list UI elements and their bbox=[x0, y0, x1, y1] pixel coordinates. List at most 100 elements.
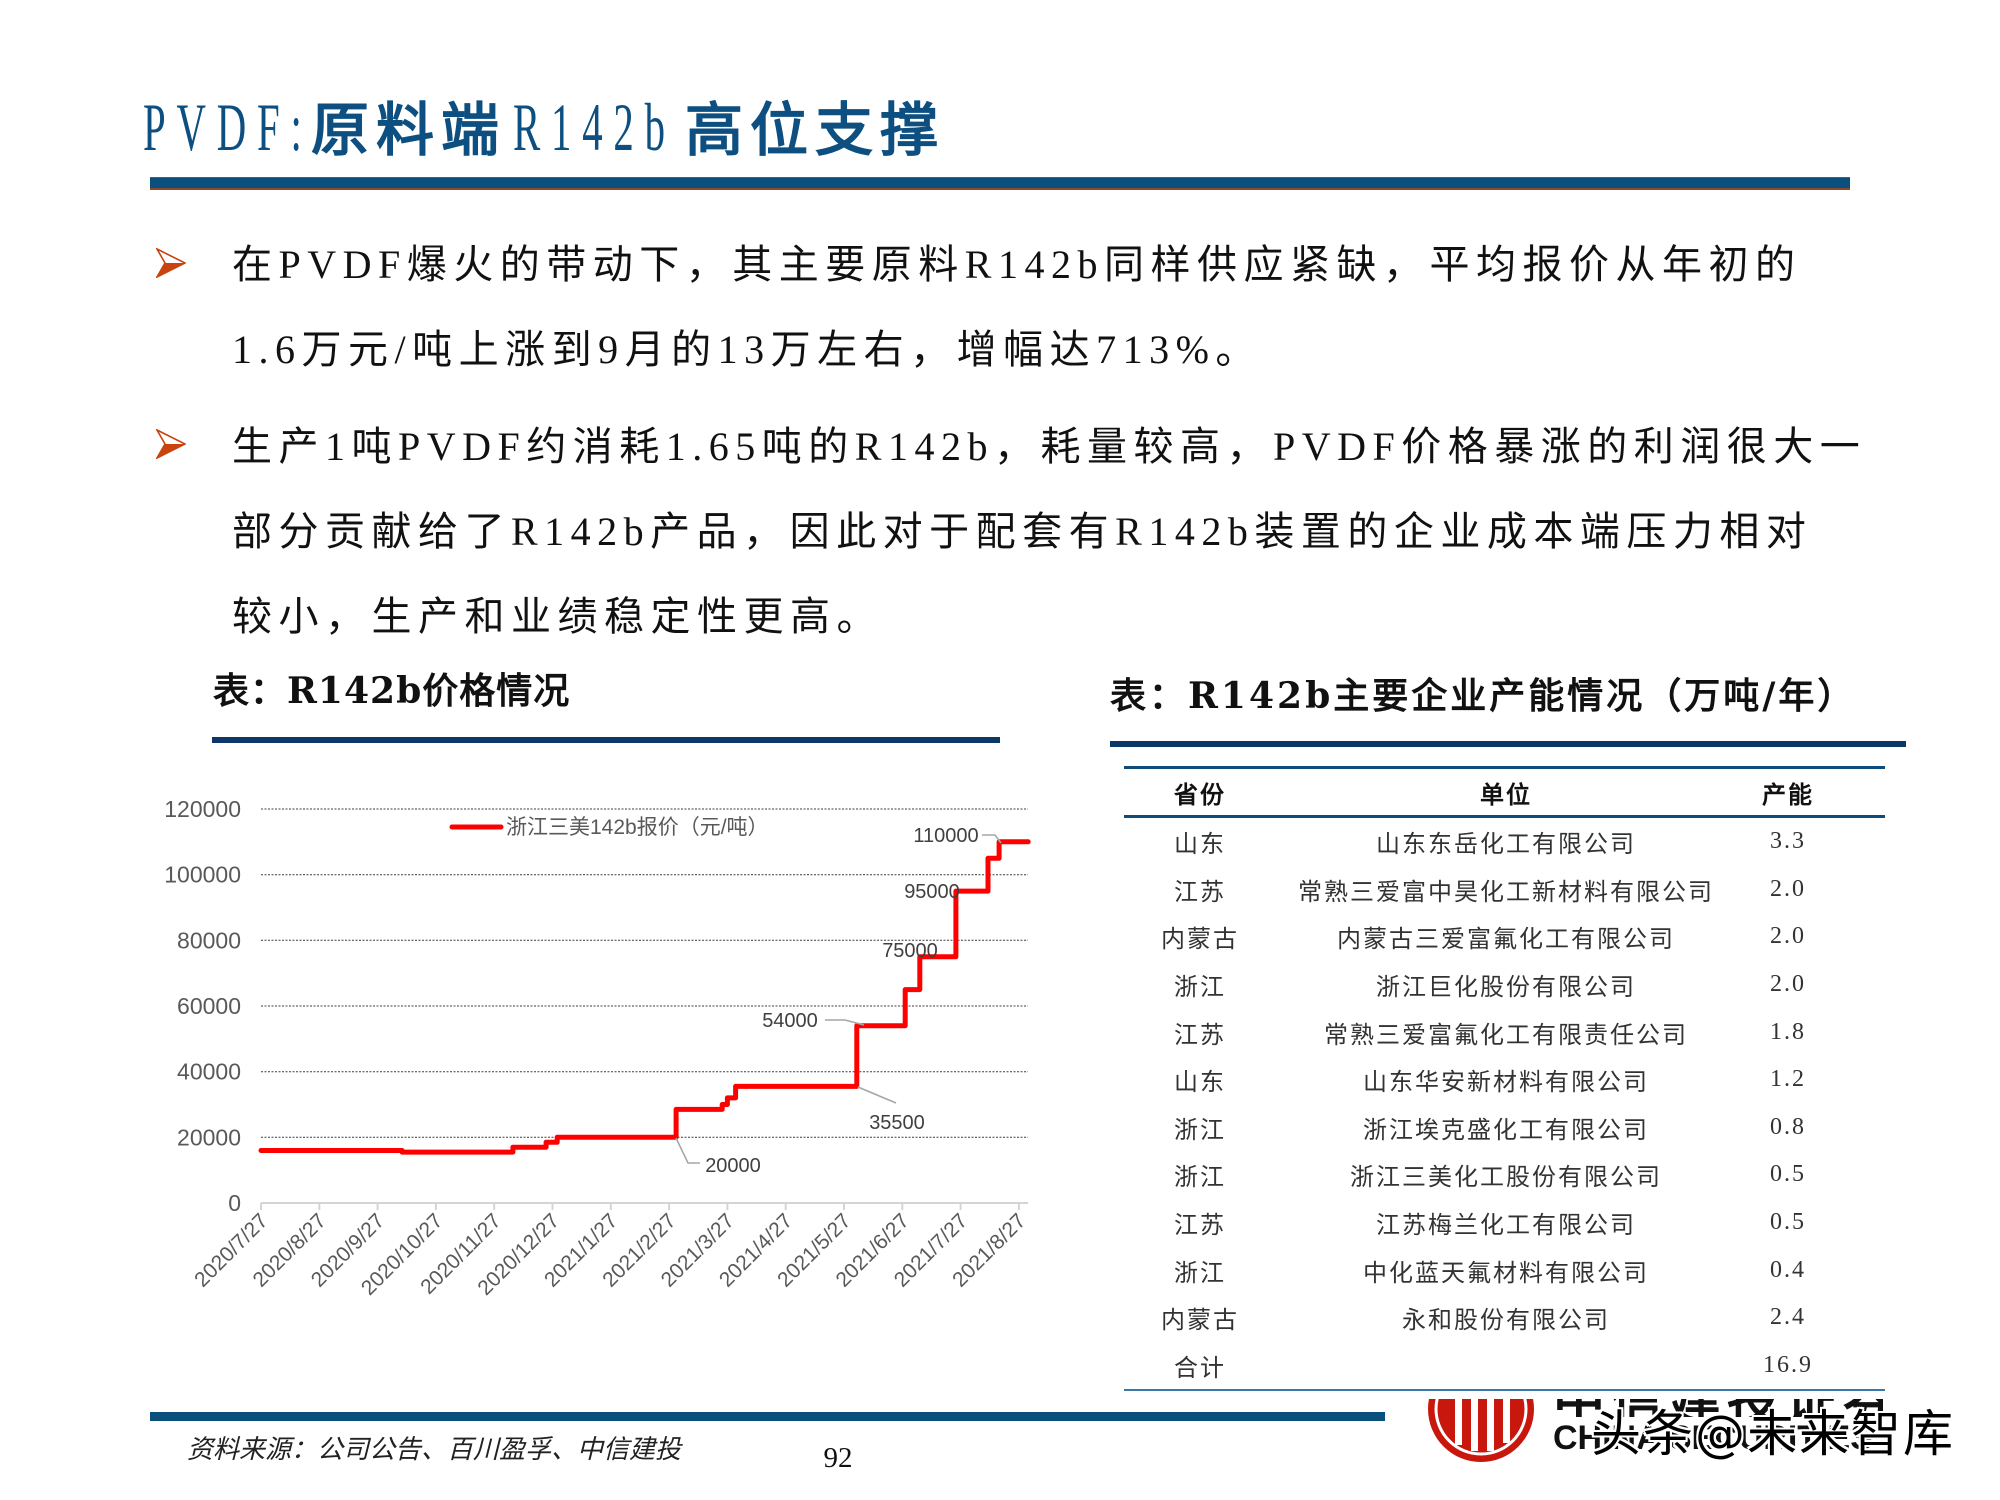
capacity-cell: 0.5 bbox=[1770, 1161, 1806, 1188]
logo-text-cn: 中信建投证券 bbox=[1553, 1399, 1883, 1417]
bullet-2-line-2: 部分贡献给了R142b产品，因此对于配套有R142b装置的企业成本端压力相对 bbox=[232, 509, 1813, 554]
x-axis-ticks bbox=[260, 1203, 1020, 1210]
chart-legend: 浙江三美142b报价（元/吨） bbox=[449, 816, 769, 839]
table-row: 山东 山东华安新材料有限公司 1.2 bbox=[1124, 1056, 1885, 1104]
total-capacity-cell: 16.9 bbox=[1763, 1351, 1813, 1378]
table-row: 内蒙古 内蒙古三爱富氟化工有限公司 2.0 bbox=[1124, 913, 1885, 961]
data-label: 75000 bbox=[882, 940, 938, 962]
province-cell: 江苏 bbox=[1174, 879, 1226, 906]
capacity-table-title-underline bbox=[1110, 741, 1906, 747]
logo-text-cn-clip: 中信建投证券 bbox=[1553, 1399, 1883, 1417]
title-part-cjk-2: 高位支撑 bbox=[685, 96, 946, 164]
watermark-text: 头条@未来智库 bbox=[1591, 1405, 1955, 1463]
chart-gridlines bbox=[261, 808, 1028, 1138]
y-tick-label: 40000 bbox=[177, 1059, 241, 1085]
annotation-leader-line bbox=[675, 1137, 700, 1164]
table-row: 江苏 常熟三爱富中昊化工新材料有限公司 2.0 bbox=[1124, 866, 1885, 914]
province-cell: 山东 bbox=[1174, 1070, 1226, 1097]
company-cell: 常熟三爱富中昊化工新材料有限公司 bbox=[1298, 879, 1714, 906]
bullet-2-line-3: 较小，生产和业绩稳定性更高。 bbox=[232, 594, 883, 639]
price-chart-title: 表：R142b价格情况 bbox=[213, 670, 571, 712]
province-cell: 浙江 bbox=[1174, 1117, 1226, 1144]
company-cell: 中化蓝天氟材料有限公司 bbox=[1363, 1260, 1649, 1287]
title-part-latin-2: R142b bbox=[513, 89, 676, 165]
page-number: 92 bbox=[823, 1442, 853, 1474]
data-label: 54000 bbox=[762, 1010, 818, 1032]
table-header-row: 省份 单位 产能 bbox=[1124, 769, 1885, 818]
footer-divider-bar bbox=[150, 1412, 1385, 1421]
header-divider-bar bbox=[150, 177, 1850, 190]
capacity-cell: 1.2 bbox=[1770, 1066, 1806, 1093]
slide-title: PVDF: 原料端 R142b 高位支撑 bbox=[143, 89, 955, 165]
capacity-cell: 0.4 bbox=[1770, 1256, 1806, 1283]
capacity-cell: 1.8 bbox=[1770, 1018, 1806, 1045]
company-cell: 江苏梅兰化工有限公司 bbox=[1376, 1213, 1636, 1240]
y-tick-label: 80000 bbox=[177, 927, 241, 953]
company-cell: 内蒙古三爱富氟化工有限公司 bbox=[1337, 927, 1675, 954]
capacity-cell: 2.0 bbox=[1770, 971, 1806, 998]
arrow-bullet-icon bbox=[156, 429, 186, 459]
province-cell: 山东 bbox=[1174, 832, 1226, 859]
header-company: 单位 bbox=[1480, 782, 1532, 809]
company-cell: 浙江三美化工股份有限公司 bbox=[1350, 1165, 1662, 1192]
table-row: 江苏 常熟三爱富氟化工有限责任公司 1.8 bbox=[1124, 1008, 1885, 1056]
title-part-cjk-1: 原料端 bbox=[311, 96, 507, 164]
y-tick-label: 0 bbox=[228, 1190, 241, 1216]
province-cell: 浙江 bbox=[1174, 1260, 1226, 1287]
data-label: 35500 bbox=[869, 1112, 925, 1134]
table-row: 浙江 浙江三美化工股份有限公司 0.5 bbox=[1124, 1151, 1885, 1199]
header-capacity: 产能 bbox=[1762, 782, 1814, 809]
bullet-1-line-2: 1.6万元/吨上涨到9月的13万左右，增幅达713%。 bbox=[232, 327, 1262, 372]
y-tick-label: 120000 bbox=[164, 796, 241, 822]
capacity-cell: 2.0 bbox=[1770, 923, 1806, 950]
logo-text-en: CHINA SECURITIES bbox=[1553, 1419, 1873, 1457]
table-row: 内蒙古 永和股份有限公司 2.4 bbox=[1124, 1294, 1885, 1342]
capacity-table-title: 表：R142b主要企业产能情况（万吨/年） bbox=[1110, 675, 1857, 717]
table-total-row: 合计 16.9 bbox=[1124, 1342, 1885, 1390]
y-tick-label: 100000 bbox=[164, 862, 241, 888]
company-cell: 山东华安新材料有限公司 bbox=[1363, 1070, 1649, 1097]
annotation-leader-line bbox=[825, 1019, 865, 1026]
province-cell: 内蒙古 bbox=[1161, 1308, 1239, 1335]
total-label-cell: 合计 bbox=[1174, 1355, 1226, 1382]
capacity-table: 省份 单位 产能 山东 山东东岳化工有限公司 3.3 江苏 常熟三爱富中昊化工新… bbox=[1124, 766, 1885, 1392]
price-series-line bbox=[258, 839, 1031, 1155]
capacity-cell: 3.3 bbox=[1770, 828, 1806, 855]
y-tick-label: 60000 bbox=[177, 993, 241, 1019]
table-row: 浙江 浙江埃克盛化工有限公司 0.8 bbox=[1124, 1104, 1885, 1152]
y-tick-label: 20000 bbox=[177, 1124, 241, 1150]
annotation-leader-line bbox=[857, 1086, 897, 1104]
company-cell: 常熟三爱富氟化工有限责任公司 bbox=[1324, 1022, 1688, 1049]
company-cell: 浙江埃克盛化工有限公司 bbox=[1363, 1117, 1649, 1144]
citic-logo-icon bbox=[1425, 1399, 1537, 1463]
title-part-latin-1: PVDF: bbox=[143, 89, 313, 165]
table-row: 浙江 中化蓝天氟材料有限公司 0.4 bbox=[1124, 1246, 1885, 1294]
province-cell: 浙江 bbox=[1174, 975, 1226, 1002]
company-cell: 山东东岳化工有限公司 bbox=[1376, 832, 1636, 859]
price-line-chart: 120000 100000 80000 60000 40000 20000 0 … bbox=[164, 796, 1031, 1300]
bullet-1-line-1: 在PVDF爆火的带动下，其主要原料R142b同样供应紧缺，平均报价从年初的 bbox=[232, 242, 1802, 287]
province-cell: 内蒙古 bbox=[1161, 927, 1239, 954]
table-row: 江苏 江苏梅兰化工有限公司 0.5 bbox=[1124, 1199, 1885, 1247]
province-cell: 江苏 bbox=[1174, 1213, 1226, 1240]
table-row: 山东 山东东岳化工有限公司 3.3 bbox=[1124, 818, 1885, 866]
bullet-2-line-1: 生产1吨PVDF约消耗1.65吨的R142b，耗量较高，PVDF价格暴涨的利润很… bbox=[232, 424, 1867, 469]
province-cell: 江苏 bbox=[1174, 1022, 1226, 1049]
arrow-bullet-icon bbox=[156, 248, 186, 278]
province-cell: 浙江 bbox=[1174, 1165, 1226, 1192]
company-cell: 永和股份有限公司 bbox=[1402, 1308, 1610, 1335]
capacity-cell: 0.5 bbox=[1770, 1209, 1806, 1236]
data-label: 20000 bbox=[705, 1155, 761, 1177]
capacity-cell: 2.0 bbox=[1770, 875, 1806, 902]
header-province: 省份 bbox=[1174, 782, 1226, 809]
legend-label: 浙江三美142b报价（元/吨） bbox=[506, 816, 769, 839]
capacity-cell: 0.8 bbox=[1770, 1113, 1806, 1140]
price-chart-title-underline bbox=[212, 737, 1000, 743]
data-label: 110000 bbox=[913, 825, 978, 847]
data-label: 95000 bbox=[904, 881, 960, 903]
table-row: 浙江 浙江巨化股份有限公司 2.0 bbox=[1124, 961, 1885, 1009]
source-note: 资料来源：公司公告、百川盈孚、中信建投 bbox=[187, 1435, 682, 1464]
capacity-cell: 2.4 bbox=[1770, 1304, 1806, 1331]
annotation-leader-line bbox=[982, 834, 1002, 844]
company-cell: 浙江巨化股份有限公司 bbox=[1376, 975, 1636, 1002]
